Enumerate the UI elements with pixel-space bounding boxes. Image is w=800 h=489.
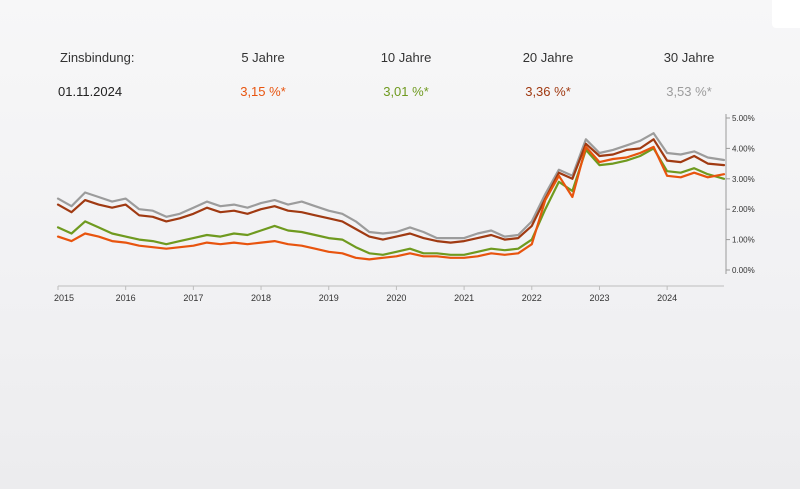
series-line-5-jahre xyxy=(56,145,726,261)
y-tick-label: 5.00% xyxy=(732,114,755,123)
term-5-years-label: 5 Jahre xyxy=(241,50,285,65)
rate-date: 01.11.2024 xyxy=(58,84,123,99)
x-tick-label: 2020 xyxy=(386,293,406,303)
x-tick-label: 2018 xyxy=(251,293,271,303)
series-line-20-jahre xyxy=(56,138,726,244)
x-tick-label: 2019 xyxy=(319,293,339,303)
x-tick-label: 2017 xyxy=(183,293,203,303)
y-tick-label: 3.00% xyxy=(732,175,755,184)
series-line-10-jahre xyxy=(56,147,726,256)
rate-20-years: 3,36 %* xyxy=(525,84,571,99)
rate-5-years: 3,15 %* xyxy=(240,84,286,99)
window-corner xyxy=(772,0,800,28)
rate-30-years: 3,53 %* xyxy=(666,84,712,99)
x-tick-label: 2016 xyxy=(116,293,136,303)
term-10-years-label: 10 Jahre xyxy=(380,50,432,65)
term-20-years-label: 20 Jahre xyxy=(522,50,574,65)
term-header-label: Zinsbindung: xyxy=(60,50,135,65)
y-tick-label: 2.00% xyxy=(732,205,755,214)
term-30-years-label: 30 Jahre xyxy=(663,50,715,65)
y-tick-label: 1.00% xyxy=(732,236,755,245)
rate-10-years: 3,01 %* xyxy=(383,84,429,99)
x-tick-label: 2015 xyxy=(54,293,74,303)
x-tick-label: 2022 xyxy=(522,293,542,303)
x-tick-label: 2021 xyxy=(454,293,474,303)
x-tick-label: 2024 xyxy=(657,293,677,303)
series-line-30-jahre xyxy=(56,132,726,240)
y-tick-label: 0.00% xyxy=(732,266,755,275)
x-tick-label: 2023 xyxy=(589,293,609,303)
y-tick-label: 4.00% xyxy=(732,144,755,153)
